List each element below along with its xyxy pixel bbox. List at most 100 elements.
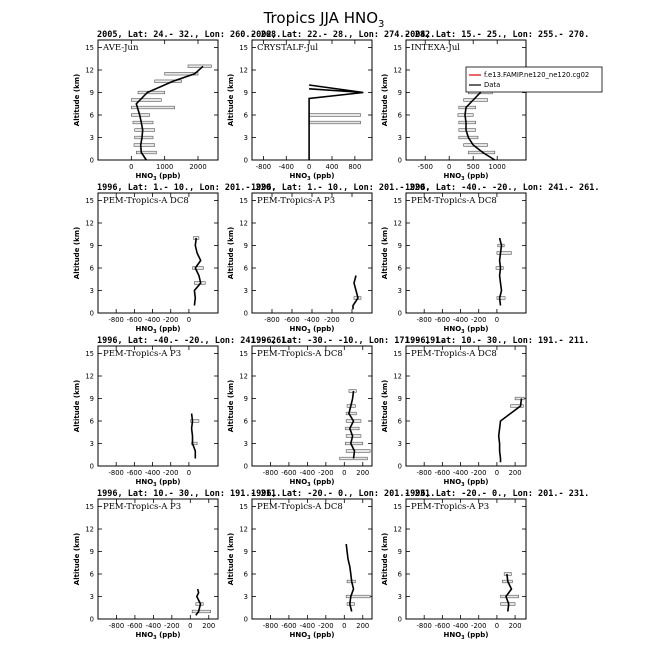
- x-tick-label: 0: [307, 163, 311, 171]
- y-tick-label: 9: [244, 548, 248, 556]
- x-tick-label: -800: [263, 622, 278, 630]
- y-tick-label: 12: [393, 526, 402, 534]
- x-axis-label: HNO3 (ppb): [443, 325, 488, 335]
- data-range-bar: [510, 404, 524, 408]
- panel-frame: [405, 192, 527, 314]
- y-tick-label: 15: [85, 197, 94, 205]
- legend: f.e13.FAMIP.ne120_ne120.cg02 Data: [465, 66, 603, 93]
- x-tick-label: -800: [416, 469, 431, 477]
- y-tick-label: 3: [398, 287, 402, 295]
- campaign-label: PEM-Tropics-A DC8: [257, 502, 343, 512]
- y-tick-label: 3: [398, 593, 402, 601]
- campaign-label: PEM-Tropics-A P3: [411, 502, 489, 512]
- y-tick-label: 12: [239, 220, 248, 228]
- y-tick-label: 0: [90, 616, 94, 624]
- data-profile-line: [345, 543, 355, 612]
- data-range-bar: [134, 128, 155, 132]
- x-tick-label: -600: [435, 316, 450, 324]
- data-range-bar: [458, 120, 476, 125]
- panel-11: 1996, Lat: -20.- 0., Lon: 201.- 231. PEM-…: [227, 489, 435, 641]
- x-tick-label: -400: [145, 316, 160, 324]
- x-tick-label: -600: [281, 469, 296, 477]
- y-axis-label: Altitude (km): [227, 533, 235, 585]
- panel-frame: [97, 39, 219, 161]
- x-tick-label: 0: [188, 622, 192, 630]
- x-tick-label: -400: [453, 622, 468, 630]
- panel-12: 1996, Lat: -20.- 0., Lon: 201.- 231. PEM-…: [381, 489, 589, 641]
- y-tick-label: 15: [85, 350, 94, 358]
- y-axis-label: Altitude (km): [381, 74, 389, 126]
- x-tick-label: 0: [342, 469, 346, 477]
- panel-8: 1996, Lat: -30.- -10., Lon: 171.- 191. PE…: [227, 336, 445, 488]
- y-tick-label: 0: [398, 463, 402, 471]
- y-tick-label: 9: [244, 242, 248, 250]
- data-profile-line: [195, 588, 202, 616]
- y-tick-label: 12: [85, 220, 94, 228]
- panel-header: 2005, Lat: 24.- 32., Lon: 260.- 268.: [97, 30, 281, 40]
- y-tick-label: 15: [239, 503, 248, 511]
- data-range-bar: [308, 113, 361, 117]
- y-tick-label: 12: [239, 67, 248, 75]
- y-tick-label: 12: [85, 373, 94, 381]
- x-axis-label: HNO3 (ppb): [135, 478, 180, 488]
- data-range-bar: [458, 128, 476, 132]
- x-tick-label: 0: [350, 316, 354, 324]
- data-profile-line: [498, 237, 503, 306]
- data-range-bar: [164, 72, 199, 76]
- x-tick-label: -600: [127, 622, 142, 630]
- panel-header: 1996, Lat: -40.- -20., Lon: 241.- 261.: [97, 336, 291, 346]
- y-tick-label: 6: [90, 571, 94, 579]
- y-tick-label: 15: [239, 197, 248, 205]
- panel-7: 1996, Lat: -40.- -20., Lon: 241.- 261. PE…: [73, 336, 291, 488]
- campaign-label: PEM-Tropics-A P3: [103, 502, 181, 512]
- data-range-bar: [345, 434, 362, 438]
- x-axis-label: HNO3 (ppb): [289, 325, 334, 335]
- y-tick-label: 3: [244, 593, 248, 601]
- x-tick-label: -600: [435, 622, 450, 630]
- campaign-label: PEM-Tropics-A P3: [103, 349, 181, 359]
- x-axis-label: HNO3 (ppb): [135, 172, 180, 182]
- x-tick-label: 0: [447, 163, 451, 171]
- y-tick-label: 3: [244, 287, 248, 295]
- panel-2: 2002, Lat: 22.- 28., Lon: 274.- 282. CRYS…: [227, 30, 435, 182]
- y-tick-label: 3: [244, 134, 248, 142]
- data-profile-line: [193, 237, 202, 306]
- y-tick-label: 0: [90, 310, 94, 318]
- y-tick-label: 0: [398, 616, 402, 624]
- data-range-bar: [345, 411, 357, 416]
- y-axis-label: Altitude (km): [227, 227, 235, 279]
- y-tick-label: 9: [244, 89, 248, 97]
- data-range-bar: [132, 120, 154, 125]
- y-tick-label: 9: [90, 242, 94, 250]
- x-axis-label: HNO3 (ppb): [135, 631, 180, 641]
- y-tick-label: 15: [85, 503, 94, 511]
- y-tick-label: 9: [398, 548, 402, 556]
- data-range-bar: [344, 426, 360, 431]
- data-range-bar: [345, 449, 371, 453]
- campaign-label: PEM-Tropics-A DC8: [411, 196, 497, 206]
- y-tick-label: 12: [393, 220, 402, 228]
- y-axis-label: Altitude (km): [381, 380, 389, 432]
- data-range-bar: [496, 296, 506, 300]
- x-tick-label: -200: [164, 622, 179, 630]
- x-tick-label: -600: [127, 316, 142, 324]
- x-tick-label: -200: [163, 316, 178, 324]
- x-tick-label: -600: [127, 469, 142, 477]
- panel-header: 1996, Lat: 1.- 10., Lon: 201.- 220.: [97, 183, 276, 193]
- y-tick-label: 0: [244, 157, 248, 165]
- data-range-bar: [154, 79, 182, 83]
- x-tick-label: 800: [348, 163, 361, 171]
- x-axis-label: HNO3 (ppb): [443, 478, 488, 488]
- x-tick-label: -800: [416, 316, 431, 324]
- y-tick-label: 6: [244, 112, 248, 120]
- data-range-bar: [136, 150, 157, 155]
- x-tick-label: -400: [304, 316, 319, 324]
- data-range-bar: [192, 266, 204, 270]
- y-tick-label: 6: [90, 265, 94, 273]
- y-axis-label: Altitude (km): [73, 74, 81, 126]
- panel-header: 1996, Lat: -20.- 0., Lon: 201.- 231.: [251, 489, 435, 499]
- panel-frame: [97, 498, 219, 620]
- data-range-bar: [463, 98, 488, 102]
- x-tick-label: -200: [471, 622, 486, 630]
